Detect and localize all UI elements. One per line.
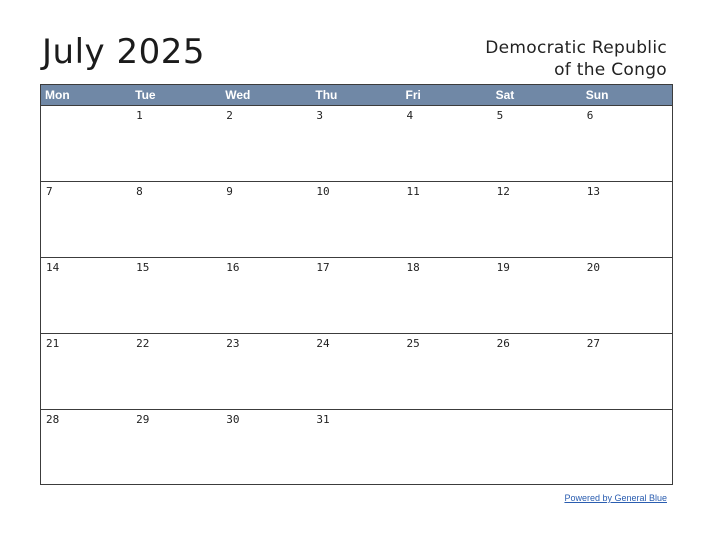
weekday-header-sat: Sat (495, 88, 515, 102)
day-cell: 17 (316, 261, 330, 274)
country-name-line-1: Democratic Republic (485, 38, 667, 58)
day-cell (402, 410, 492, 486)
weekday-header-mon: Mon (45, 88, 70, 102)
day-cell: 20 (586, 261, 600, 274)
day-cell: 31 (316, 413, 330, 426)
day-cell: 14 (46, 261, 60, 274)
day-cell: 26 (496, 337, 510, 350)
day-cell: 9 (226, 185, 233, 198)
day-cell (582, 410, 672, 486)
weekday-header-sun: Sun (585, 88, 609, 102)
day-cell: 3 (316, 109, 323, 122)
day-cell: 11 (406, 185, 420, 198)
week-row-2: 7 8 9 10 11 12 13 (41, 182, 672, 258)
week-row-4: 21 22 23 24 25 26 27 (41, 334, 672, 410)
day-cell: 8 (136, 185, 143, 198)
day-cell: 7 (46, 185, 53, 198)
week-row-5: 28 29 30 31 (41, 410, 672, 486)
week-row-3: 14 15 16 17 18 19 20 (41, 258, 672, 334)
calendar-grid: Mon Tue Wed Thu Fri Sat Sun 1 2 3 4 5 6 … (40, 84, 673, 485)
weekday-header-tue: Tue (135, 88, 156, 102)
day-cell: 30 (226, 413, 240, 426)
day-cell: 19 (496, 261, 510, 274)
country-name-line-2: of the Congo (554, 60, 667, 80)
day-cell: 24 (316, 337, 330, 350)
day-cell: 15 (136, 261, 150, 274)
day-cell (492, 410, 582, 486)
day-cell: 27 (586, 337, 600, 350)
day-cell: 13 (586, 185, 600, 198)
weekday-header-thu: Thu (315, 88, 338, 102)
day-cell: 16 (226, 261, 240, 274)
day-cell: 2 (226, 109, 233, 122)
day-cell: 22 (136, 337, 150, 350)
day-cell: 10 (316, 185, 330, 198)
day-cell: 29 (136, 413, 150, 426)
week-row-1: 1 2 3 4 5 6 (41, 106, 672, 182)
day-cell: 6 (586, 109, 594, 122)
weekday-header-row: Mon Tue Wed Thu Fri Sat Sun (41, 85, 672, 106)
day-cell: 12 (496, 185, 510, 198)
day-cell: 21 (46, 337, 60, 350)
day-cell: 1 (136, 109, 143, 122)
weekday-header-wed: Wed (225, 88, 251, 102)
page-title: July 2025 (42, 32, 205, 72)
powered-by-link[interactable]: Powered by General Blue (564, 493, 667, 503)
day-cell: 23 (226, 337, 240, 350)
day-cell: 28 (46, 413, 60, 426)
day-cell: 4 (406, 109, 414, 122)
day-cell: 25 (406, 337, 420, 350)
country-name: Democratic Republic of the Congo (485, 37, 667, 81)
day-cell: 5 (496, 109, 504, 122)
day-cell (41, 106, 131, 181)
day-cell: 18 (406, 261, 420, 274)
weekday-header-fri: Fri (405, 88, 421, 102)
